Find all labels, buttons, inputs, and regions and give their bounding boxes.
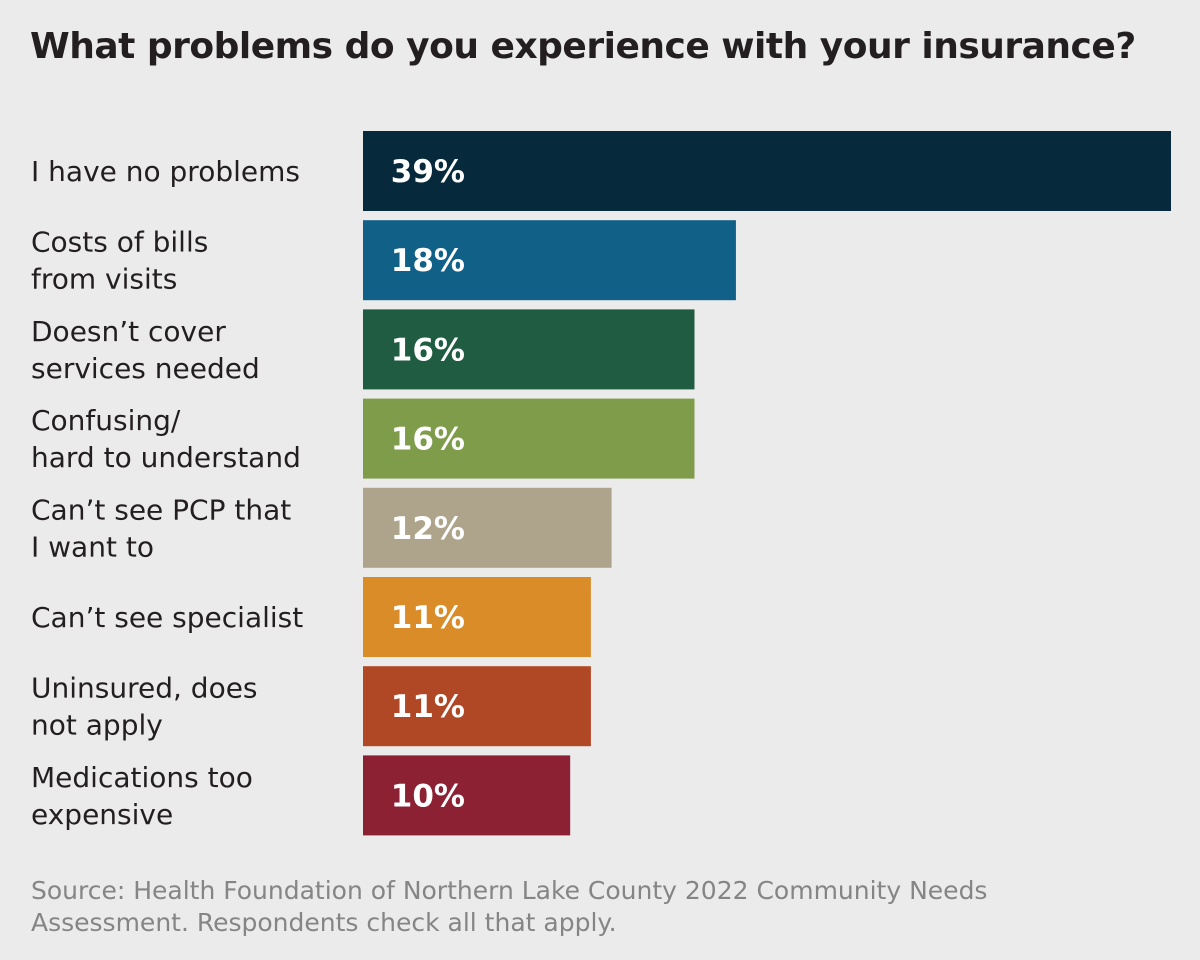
value-label: 16%: [391, 332, 465, 368]
category-label: Can’t see specialist: [31, 601, 303, 634]
value-label: 16%: [391, 422, 465, 458]
category-label: Doesn’t cover services needed: [31, 315, 260, 385]
bar: [363, 309, 695, 390]
category-label: Costs of bills from visits: [31, 226, 208, 296]
category-label: Medications too expensive: [31, 761, 253, 831]
bar: [363, 398, 695, 479]
value-label: 39%: [391, 154, 465, 190]
value-label: 11%: [391, 689, 465, 725]
bar: [363, 131, 1171, 211]
chart-title: What problems do you experience with you…: [30, 26, 1136, 67]
value-label: 10%: [391, 778, 465, 814]
bar: [363, 220, 736, 301]
value-label: 11%: [391, 600, 465, 636]
bar: [363, 755, 571, 836]
value-label: 12%: [391, 511, 465, 547]
category-label: Can’t see PCP that I want to: [31, 493, 291, 563]
category-label: Uninsured, does not apply: [31, 672, 258, 742]
bar: [363, 487, 612, 568]
category-label: I have no problems: [31, 155, 300, 188]
bar: [363, 577, 591, 657]
category-label: Confusing/hard to understand: [31, 404, 301, 474]
value-label: 18%: [391, 243, 465, 279]
bar: [363, 666, 591, 747]
source-note: Source: Health Foundation of Northern La…: [31, 876, 988, 937]
